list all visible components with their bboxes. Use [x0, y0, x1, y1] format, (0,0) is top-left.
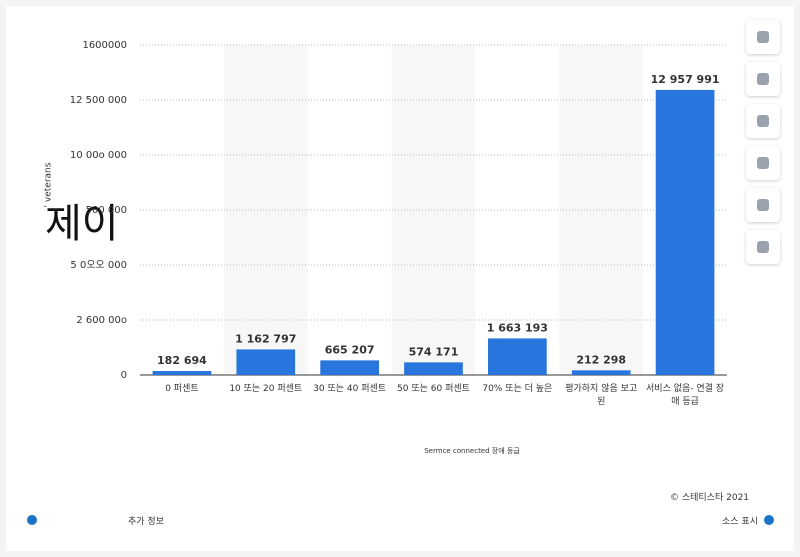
y-tick-label: 1600000 [82, 40, 127, 51]
y-tick-label: 0 [121, 370, 127, 381]
cite-button[interactable] [746, 188, 780, 222]
x-tick-label: 10 또는 20 퍼센트 [229, 384, 303, 394]
value-label: 212 298 [576, 353, 626, 366]
y-tick-label: 500 000 [86, 205, 127, 216]
bar [236, 349, 296, 375]
x-tick-label: 평가하지 않음 보고된 [565, 384, 638, 407]
bar [488, 338, 547, 375]
print-button[interactable] [746, 230, 780, 264]
more-info-link[interactable]: 추가 정보 [128, 517, 164, 527]
x-tick-label: 30 또는 40 퍼센트 [313, 384, 387, 394]
band-background [559, 45, 644, 375]
bar [320, 360, 379, 375]
show-source-link[interactable]: 소스 표시 [722, 517, 758, 527]
source-icon[interactable] [764, 515, 774, 525]
value-label: 574 171 [409, 345, 459, 358]
copyright: © 스테티스타 2021 [670, 493, 750, 503]
settings-button[interactable] [746, 104, 780, 138]
alert-button[interactable] [746, 62, 780, 96]
x-tick-label: 50 또는 60 퍼센트 [397, 384, 470, 394]
x-tick-label: 0 퍼센트 [165, 384, 199, 394]
bar [655, 89, 715, 375]
value-label: 1 663 193 [487, 321, 548, 334]
annotation: 제이 [45, 201, 119, 247]
y-axis-title: ' veterans [44, 162, 54, 207]
y-tick-label: 12 500 000 [70, 95, 127, 106]
info-icon[interactable] [27, 515, 37, 525]
favorite-button[interactable] [746, 20, 780, 54]
x-axis-title: Sermce connected 장애 등급 [424, 446, 520, 455]
x-tick-label: 70% 또는 더 높은 [482, 384, 553, 394]
y-tick-label: 5 0오오 000 [70, 260, 127, 271]
value-label: 665 207 [325, 343, 375, 356]
bar [571, 370, 631, 375]
y-tick-label: 10 00o 000 [70, 150, 127, 161]
value-label: 1 162 797 [235, 332, 296, 345]
value-label: 182 694 [157, 354, 207, 367]
x-tick-label: 서비스 없음- 연결 장애 등급 [646, 384, 725, 407]
bar [152, 370, 212, 375]
share-button[interactable] [746, 146, 780, 180]
value-label: 12 957 991 [651, 73, 720, 86]
bar [404, 362, 463, 375]
y-tick-label: 2 600 00o [76, 315, 127, 326]
